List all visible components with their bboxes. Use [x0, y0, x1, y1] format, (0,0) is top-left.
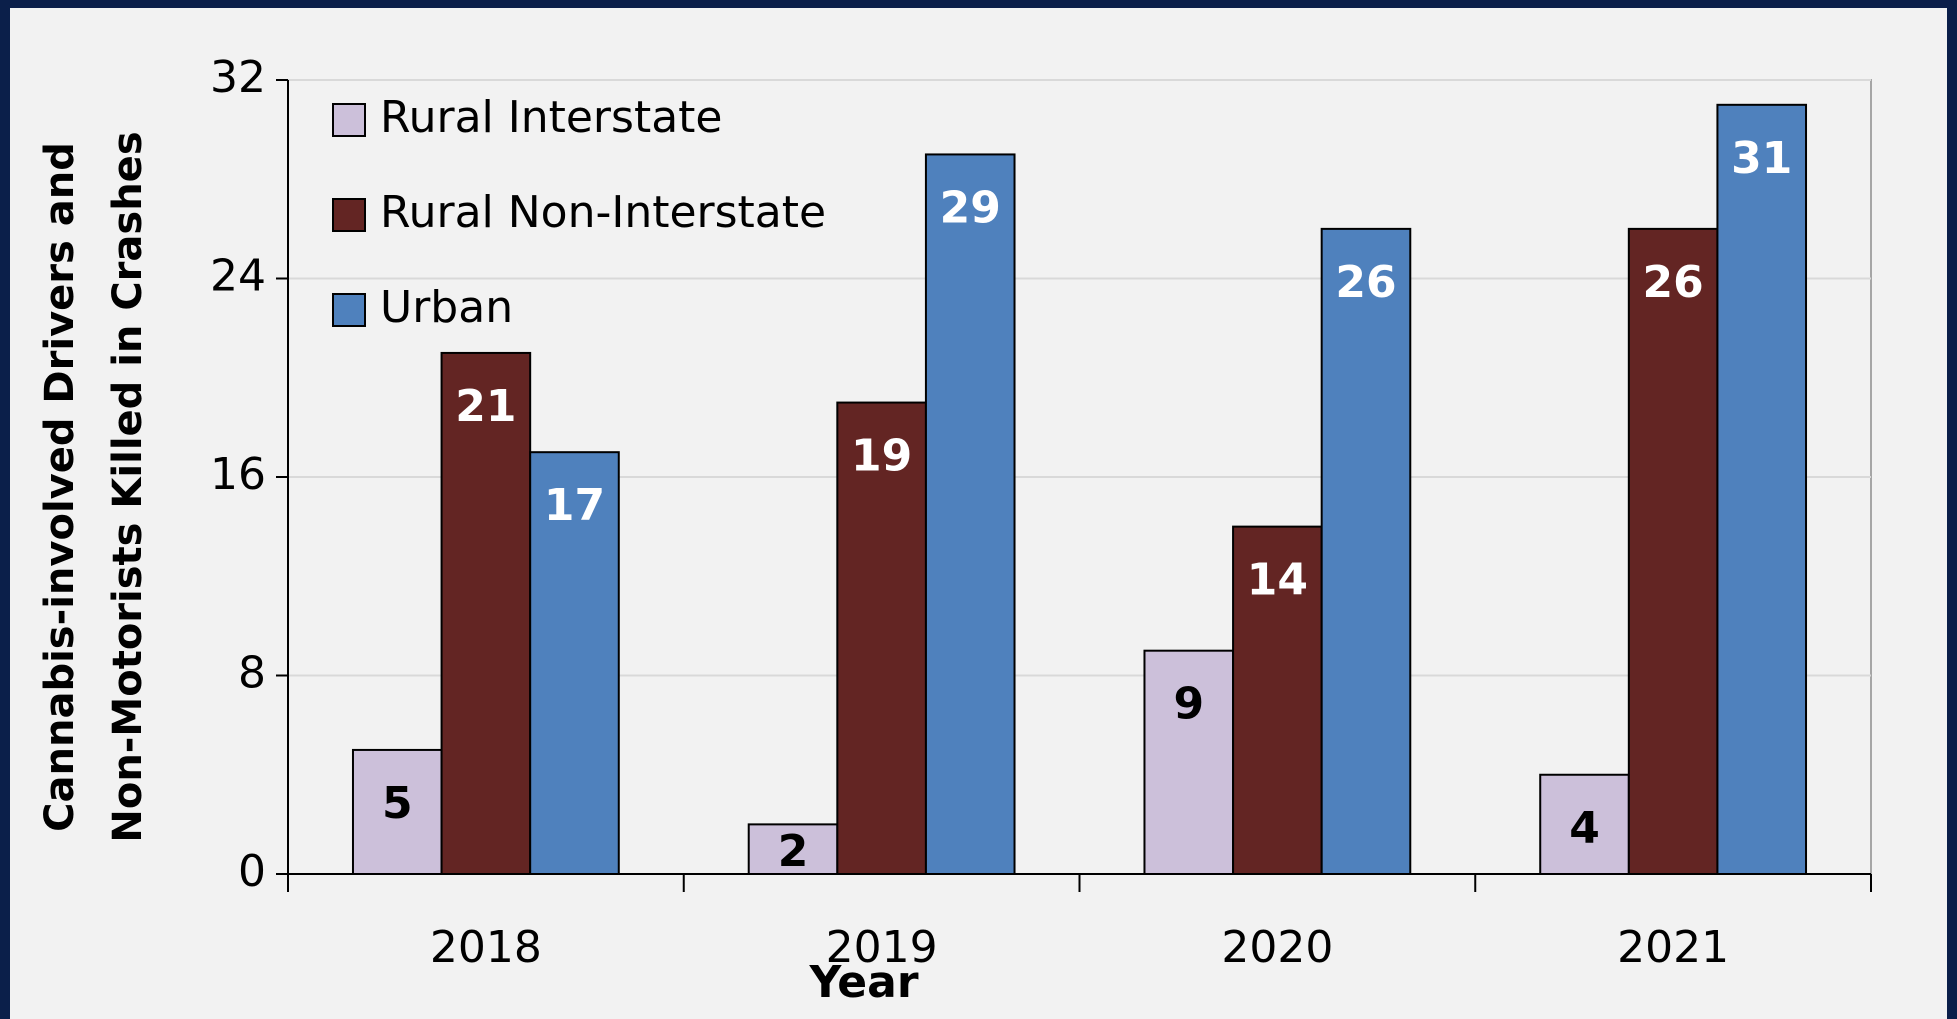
- y-tick-label: 24: [210, 251, 266, 302]
- legend-swatch: [332, 293, 366, 327]
- bar: [1627, 227, 1719, 875]
- data-label: 26: [1335, 257, 1396, 308]
- bar: [1716, 103, 1808, 875]
- data-label: 21: [455, 381, 516, 432]
- bar: [1539, 773, 1630, 875]
- data-label: 2: [778, 826, 809, 877]
- x-tick-label: 2018: [430, 922, 542, 973]
- y-tick-label: 8: [238, 648, 266, 699]
- x-tick-label: 2020: [1221, 922, 1333, 973]
- y-tick-label: 16: [210, 449, 266, 500]
- bar: [440, 351, 532, 875]
- bar: [351, 748, 443, 875]
- y-axis-title-line: Cannabis-involved Drivers and: [37, 142, 83, 832]
- data-label: 5: [382, 778, 413, 829]
- legend-swatch: [332, 198, 366, 232]
- y-tick-label: 0: [238, 846, 266, 897]
- bar: [924, 153, 1016, 875]
- data-label: 26: [1643, 257, 1704, 308]
- bar: [1143, 649, 1235, 875]
- x-tick-label: 2021: [1617, 922, 1729, 973]
- x-tick-label: 2019: [826, 922, 938, 973]
- legend-label: Urban: [380, 282, 513, 333]
- bar: [1320, 227, 1412, 875]
- x-axis-title: Year: [808, 957, 918, 1008]
- legend-label: Rural Interstate: [380, 92, 722, 143]
- data-label: 14: [1247, 555, 1308, 606]
- y-axis-title: Cannabis-involved Drivers and Non-Motori…: [37, 131, 151, 842]
- bar: [529, 451, 620, 875]
- bar: [747, 823, 839, 875]
- data-label: 17: [544, 480, 605, 531]
- y-axis-title-line: Non-Motorists Killed in Crashes: [105, 131, 151, 842]
- y-tick-label: 32: [210, 52, 266, 103]
- legend-label: Rural Non-Interstate: [380, 187, 826, 238]
- legend-swatch: [332, 103, 366, 137]
- data-label: 19: [851, 431, 912, 482]
- data-label: 31: [1731, 133, 1792, 184]
- bar: [1232, 525, 1323, 875]
- data-label: 29: [940, 182, 1001, 233]
- data-label: 4: [1569, 803, 1600, 854]
- bar: [836, 401, 927, 875]
- data-label: 9: [1173, 679, 1204, 730]
